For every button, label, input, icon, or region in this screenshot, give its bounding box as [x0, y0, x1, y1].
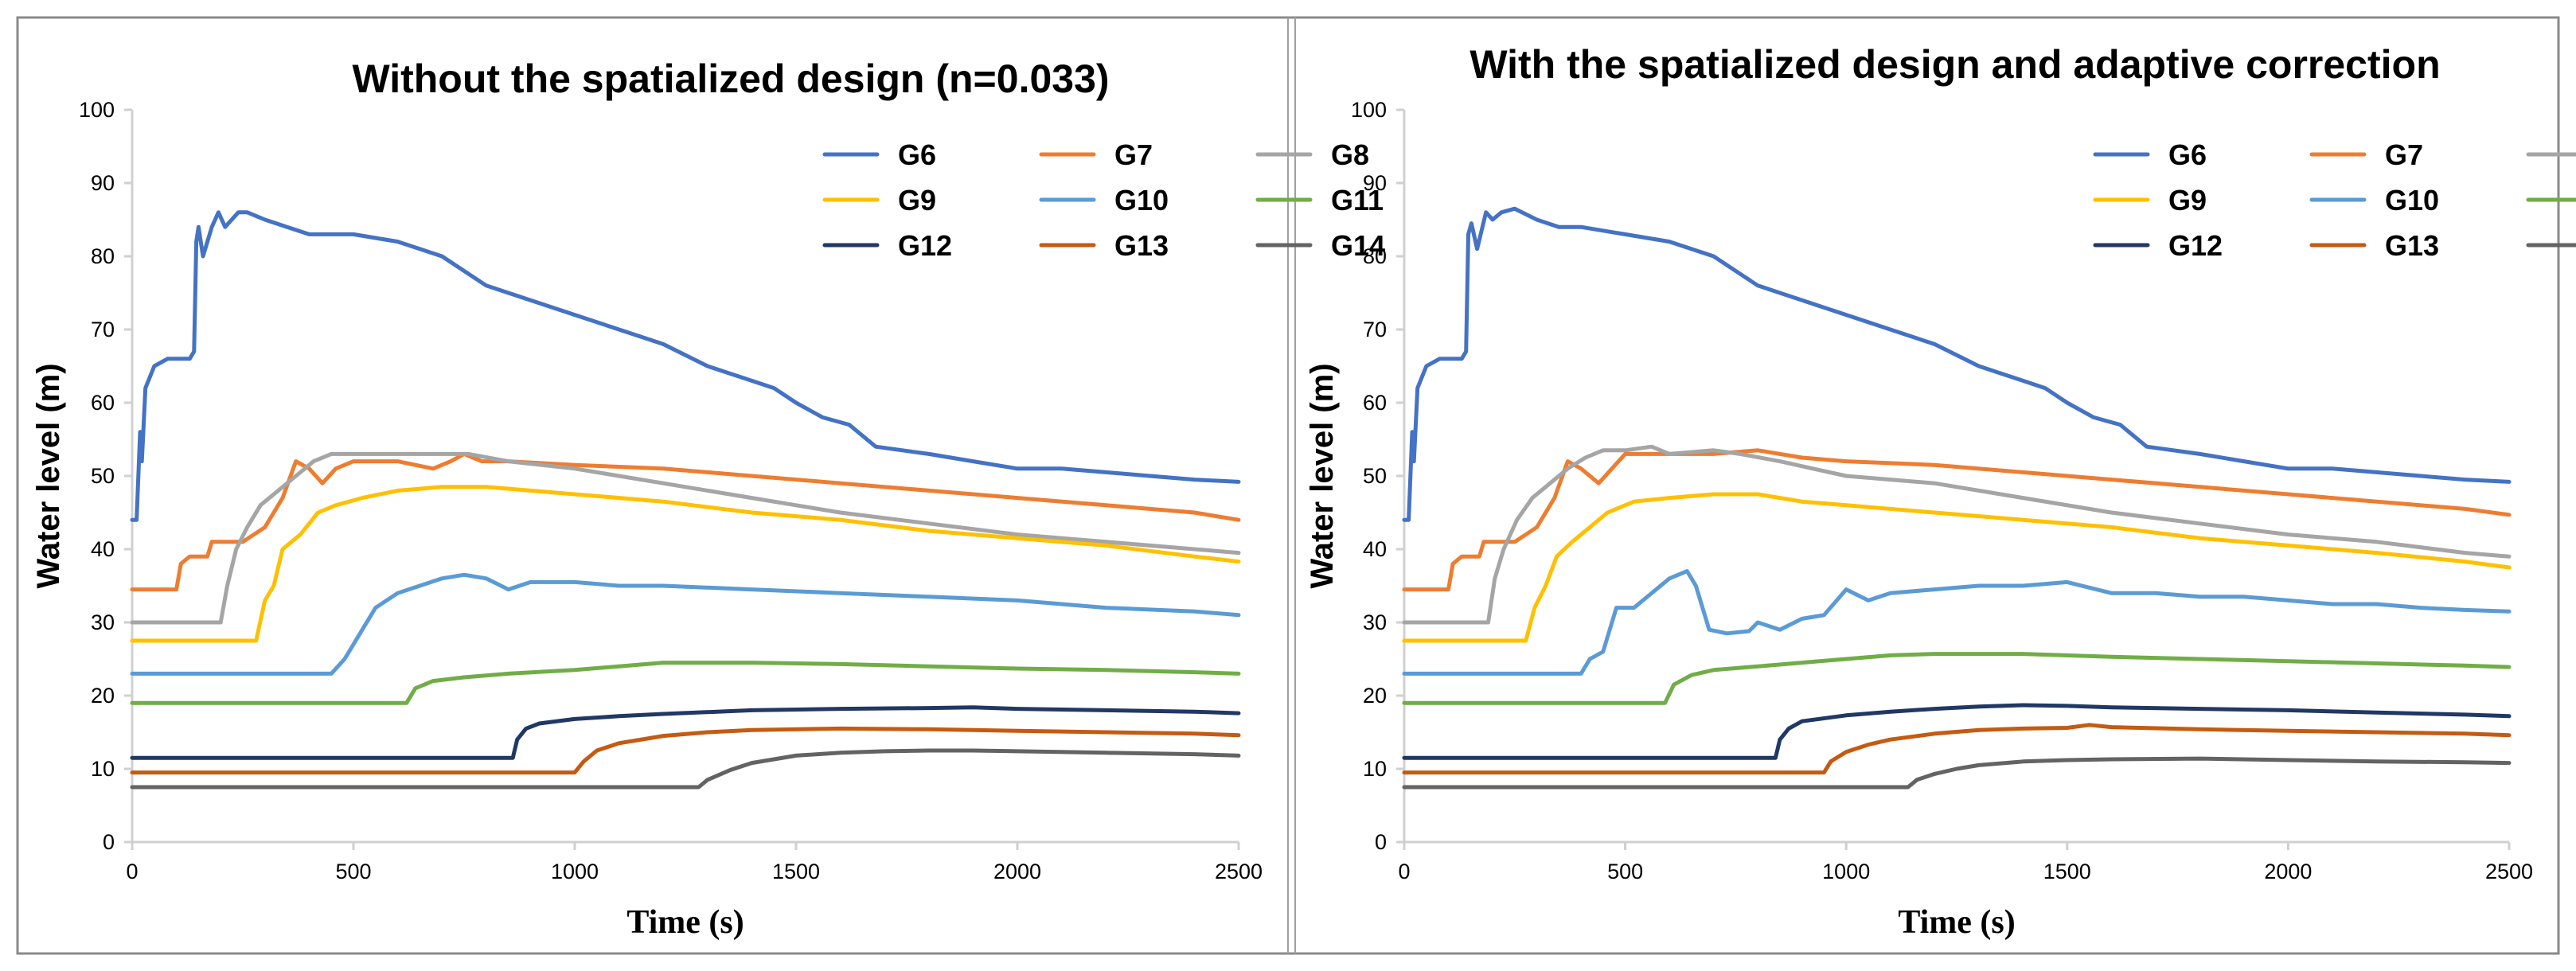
legend-label-g11: G11 — [1331, 184, 1384, 216]
y-tick-label: 60 — [1363, 391, 1387, 415]
x-tick-label: 0 — [1398, 860, 1410, 883]
y-tick-label: 10 — [1363, 757, 1387, 781]
x-tick-label: 2500 — [1215, 860, 1263, 883]
y-tick-label: 80 — [91, 244, 115, 268]
y-tick-label: 40 — [1363, 537, 1387, 561]
y-tick-label: 20 — [91, 684, 115, 708]
y-tick-label: 50 — [91, 464, 115, 488]
series-line-g13 — [130, 726, 1241, 775]
x-axis-label: Time (s) — [626, 904, 744, 941]
legend-label-g7: G7 — [1114, 138, 1153, 171]
legend-label-g6: G6 — [898, 138, 936, 171]
chart-title: With the spatialized design and adaptive… — [1469, 42, 2440, 87]
series-line-g6 — [130, 210, 1241, 522]
legend-label-g8: G8 — [1331, 138, 1369, 171]
chart-panel-without-spatialized-design: Without the spatialized design (n=0.033)… — [31, 57, 1385, 941]
series-line-g14 — [1402, 756, 2512, 790]
legend-label-g13: G13 — [1114, 229, 1169, 262]
x-tick-label: 0 — [126, 860, 138, 883]
series-line-g10 — [1402, 569, 2512, 676]
series-line-g8 — [1402, 444, 2512, 625]
y-tick-label: 70 — [91, 318, 115, 341]
y-tick-label: 50 — [1363, 464, 1387, 488]
y-tick-label: 40 — [91, 537, 115, 561]
x-tick-label: 1500 — [772, 860, 820, 883]
series-line-g12 — [130, 705, 1241, 760]
legend-label-g9: G9 — [898, 184, 936, 216]
series-line-g9 — [130, 485, 1241, 643]
x-tick-label: 1000 — [1822, 860, 1870, 883]
series-line-g12 — [1402, 703, 2512, 760]
series-line-g11 — [130, 661, 1241, 705]
series-line-g14 — [130, 748, 1241, 790]
y-tick-label: 80 — [1363, 244, 1387, 268]
legend-label-g14: G14 — [1331, 229, 1385, 262]
y-tick-label: 70 — [1363, 318, 1387, 341]
legend-label-g7: G7 — [2385, 138, 2423, 171]
y-tick-label: 0 — [103, 830, 115, 854]
y-tick-label: 30 — [1363, 610, 1387, 634]
y-axis-label: Water level (m) — [31, 363, 66, 588]
y-tick-label: 10 — [91, 757, 115, 781]
y-tick-label: 0 — [1375, 830, 1387, 854]
y-tick-label: 20 — [1363, 684, 1387, 708]
legend-label-g10: G10 — [1114, 184, 1169, 216]
series-line-g7 — [130, 451, 1241, 592]
chart-panel-with-spatialized-design: With the spatialized design and adaptive… — [1305, 42, 2576, 941]
legend-label-g6: G6 — [2168, 138, 2207, 171]
x-tick-label: 2500 — [2485, 860, 2533, 883]
x-axis-label: Time (s) — [1898, 904, 2015, 941]
x-tick-label: 1000 — [551, 860, 599, 883]
legend-label-g12: G12 — [2168, 229, 2223, 262]
series-line-g9 — [1402, 492, 2512, 643]
y-tick-label: 100 — [1351, 98, 1387, 122]
y-tick-label: 90 — [91, 171, 115, 195]
y-tick-label: 60 — [91, 391, 115, 415]
x-tick-label: 500 — [335, 860, 371, 883]
series-line-g11 — [1402, 652, 2512, 705]
x-tick-label: 2000 — [2264, 860, 2312, 883]
legend-label-g12: G12 — [898, 229, 952, 262]
y-axis-label: Water level (m) — [1305, 363, 1340, 588]
x-tick-label: 500 — [1607, 860, 1643, 883]
series-line-g13 — [1402, 723, 2512, 775]
series-line-g10 — [130, 572, 1241, 676]
legend-label-g13: G13 — [2385, 229, 2439, 262]
y-tick-label: 90 — [1363, 171, 1387, 195]
series-line-g8 — [130, 451, 1241, 625]
chart-title: Without the spatialized design (n=0.033) — [352, 57, 1109, 101]
y-tick-label: 100 — [79, 98, 115, 122]
x-tick-label: 1500 — [2043, 860, 2091, 883]
legend-label-g10: G10 — [2385, 184, 2439, 216]
x-tick-label: 2000 — [993, 860, 1041, 883]
legend-label-g9: G9 — [2168, 184, 2207, 216]
series-line-g7 — [1402, 448, 2512, 592]
y-tick-label: 30 — [91, 610, 115, 634]
series-line-g6 — [1402, 206, 2512, 522]
